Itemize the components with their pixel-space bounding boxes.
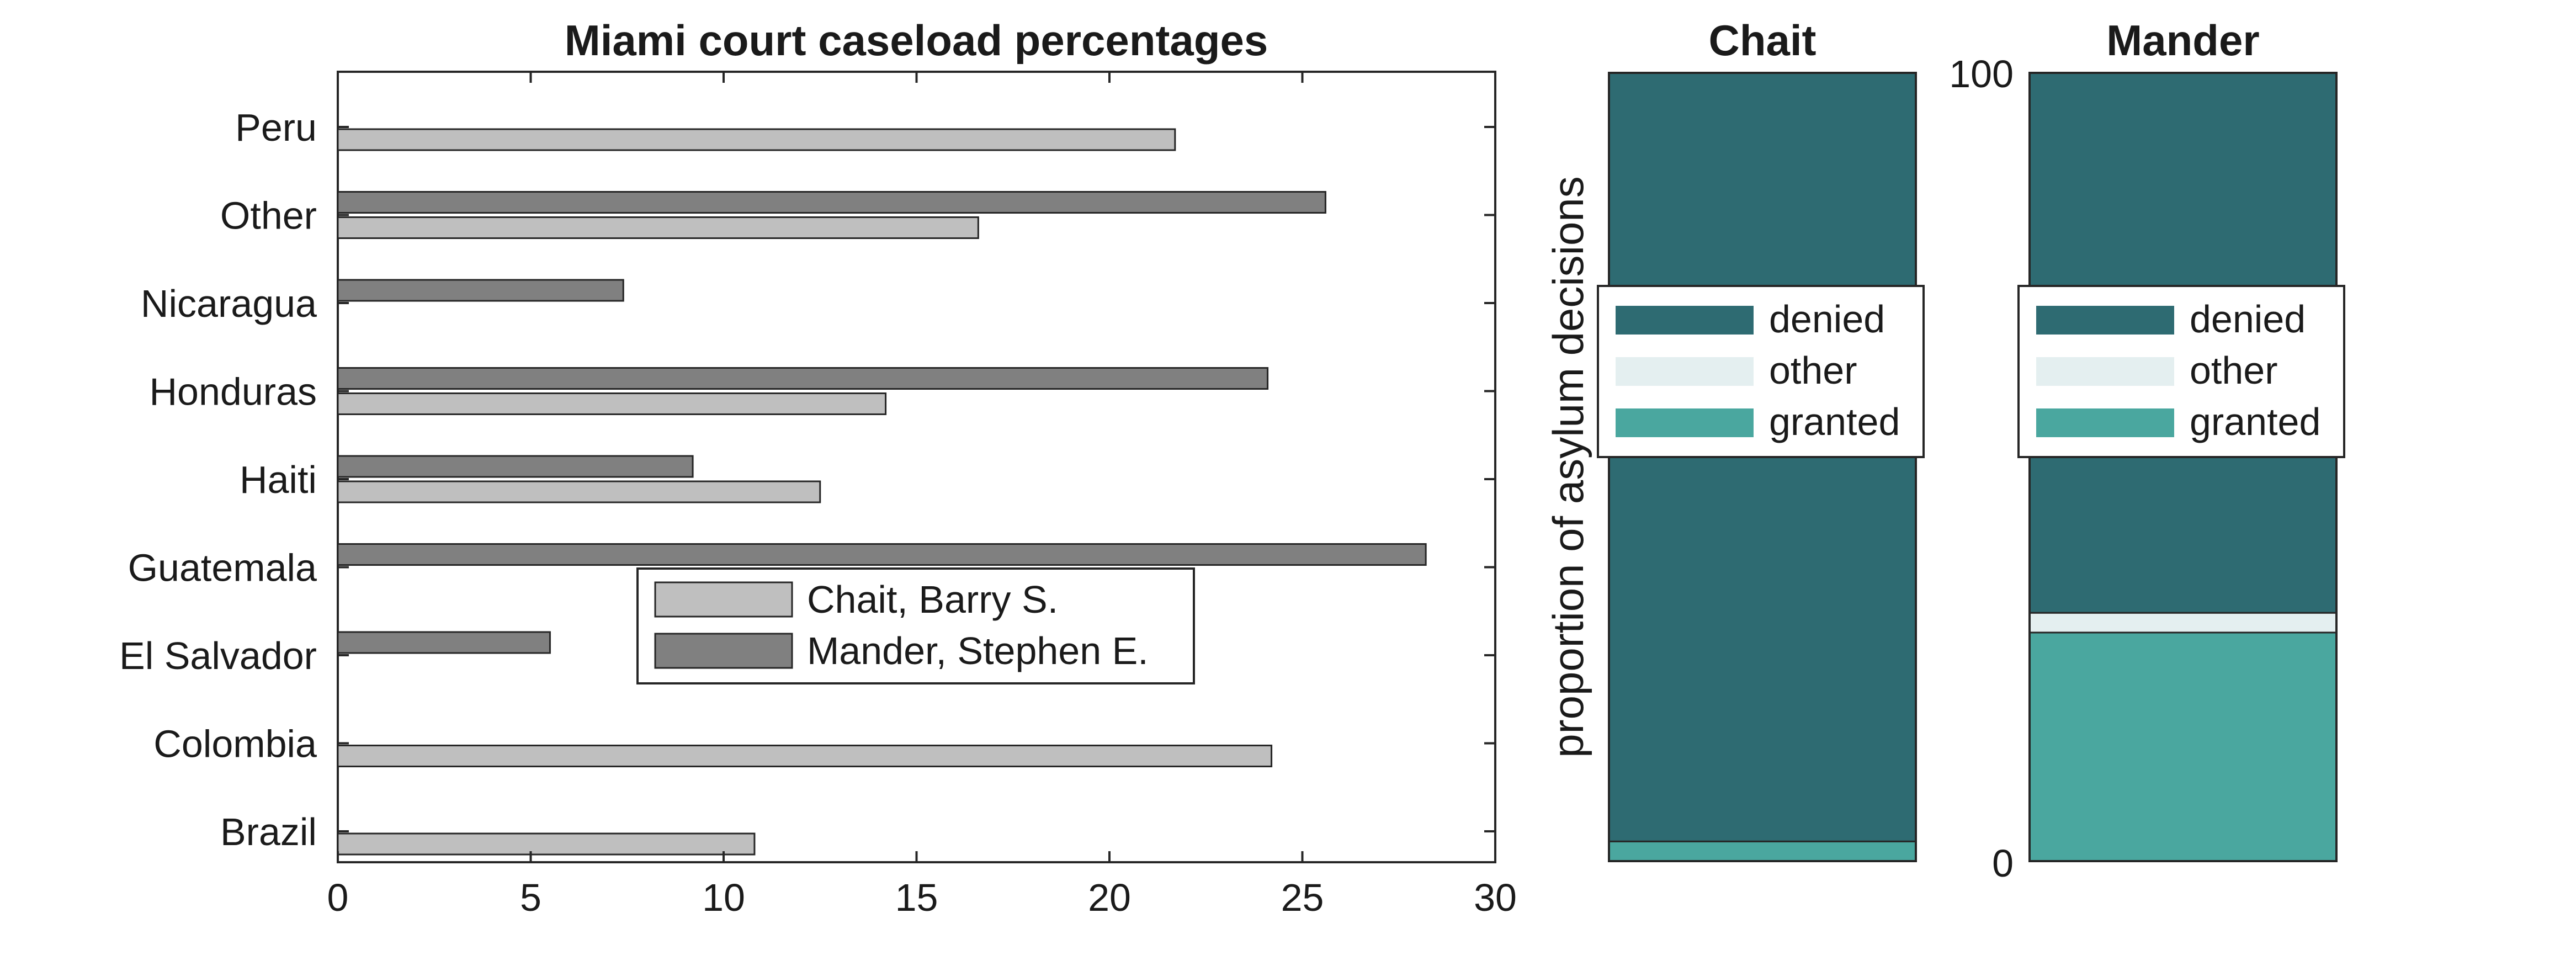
y-tick-label: Honduras (149, 370, 317, 413)
x-tick-label: 30 (1474, 876, 1517, 919)
caseload-chart-title: Miami court caseload percentages (565, 16, 1268, 65)
caseload-chart: Miami court caseload percentages Peru Oth… (119, 16, 1517, 919)
mander-chart: Mander 100 0 denied other granted (1949, 16, 2345, 885)
y-tick-label: Nicaragua (141, 282, 317, 325)
x-tick-label: 5 (520, 876, 541, 919)
mander-legend-label-granted: granted (2190, 400, 2320, 443)
mander-bar-outline (2028, 72, 2338, 862)
y-tick-label: Colombia (153, 723, 317, 766)
chait-legend-label-other: other (1769, 349, 1857, 392)
x-tick-label: 0 (327, 876, 349, 919)
chait-chart: Chait proportion of asylum decisions den… (1544, 16, 1925, 862)
chait-legend-swatch-other (1616, 357, 1754, 386)
legend-swatch-mander (654, 633, 793, 669)
y-tick-label: El Salvador (119, 634, 317, 677)
y-axis-label: proportion of asylum decisions (1544, 176, 1592, 758)
legend-label-chait: Chait, Barry S. (807, 578, 1058, 621)
x-tick-label: 15 (895, 876, 938, 919)
mander-legend-swatch-denied (2036, 306, 2174, 335)
caseload-legend: Chait, Barry S. Mander, Stephen E. (636, 567, 1195, 684)
mander-segment-granted (2028, 631, 2338, 862)
mander-segment-other (2028, 612, 2338, 634)
mander-legend-swatch-granted (2036, 408, 2174, 437)
bar-mander-stephen-e-guatemala (337, 543, 1427, 566)
y-tick-label: Other (220, 194, 317, 237)
mander-chart-title: Mander (2106, 16, 2259, 65)
bar-chait-barry-s-honduras (337, 392, 887, 415)
y-tick-label-bottom: 0 (1992, 842, 2014, 885)
bar-chait-barry-s-colombia (337, 745, 1273, 767)
x-tick-label: 10 (702, 876, 745, 919)
mander-legend-label-denied: denied (2190, 298, 2306, 341)
mander-legend-label-other: other (2190, 349, 2278, 392)
mander-legend: denied other granted (2017, 285, 2345, 458)
x-tick-label: 25 (1281, 876, 1324, 919)
chait-legend-swatch-granted (1616, 408, 1754, 437)
y-tick-label: Brazil (220, 810, 317, 853)
chait-chart-title: Chait (1709, 16, 1817, 65)
bar-chait-barry-s-peru (337, 128, 1176, 151)
legend-label-mander: Mander, Stephen E. (807, 629, 1149, 672)
bar-mander-stephen-e-honduras (337, 367, 1269, 390)
chait-segment-granted (1608, 840, 1917, 862)
bar-chait-barry-s-haiti (337, 480, 821, 503)
bar-mander-stephen-e-other (337, 191, 1326, 214)
y-tick-label-top: 100 (1949, 52, 2014, 95)
chait-legend-label-denied: denied (1769, 298, 1885, 341)
y-tick-label: Guatemala (128, 546, 317, 590)
y-tick-label: Peru (235, 106, 317, 149)
mander-legend-swatch-other (2036, 357, 2174, 386)
y-tick-label: Haiti (240, 458, 317, 501)
chait-bar-outline (1608, 72, 1917, 862)
chait-legend-label-granted: granted (1769, 400, 1900, 443)
bar-mander-stephen-e-nicaragua (337, 279, 624, 302)
x-tick-label: 20 (1088, 876, 1131, 919)
chait-legend: denied other granted (1597, 285, 1925, 458)
legend-swatch-chait (654, 581, 793, 618)
bar-mander-stephen-e-haiti (337, 455, 694, 478)
chait-legend-swatch-denied (1616, 306, 1754, 335)
bar-chait-barry-s-brazil (337, 832, 756, 856)
bar-chait-barry-s-other (337, 216, 979, 239)
bar-mander-stephen-e-el-salvador (337, 631, 551, 654)
